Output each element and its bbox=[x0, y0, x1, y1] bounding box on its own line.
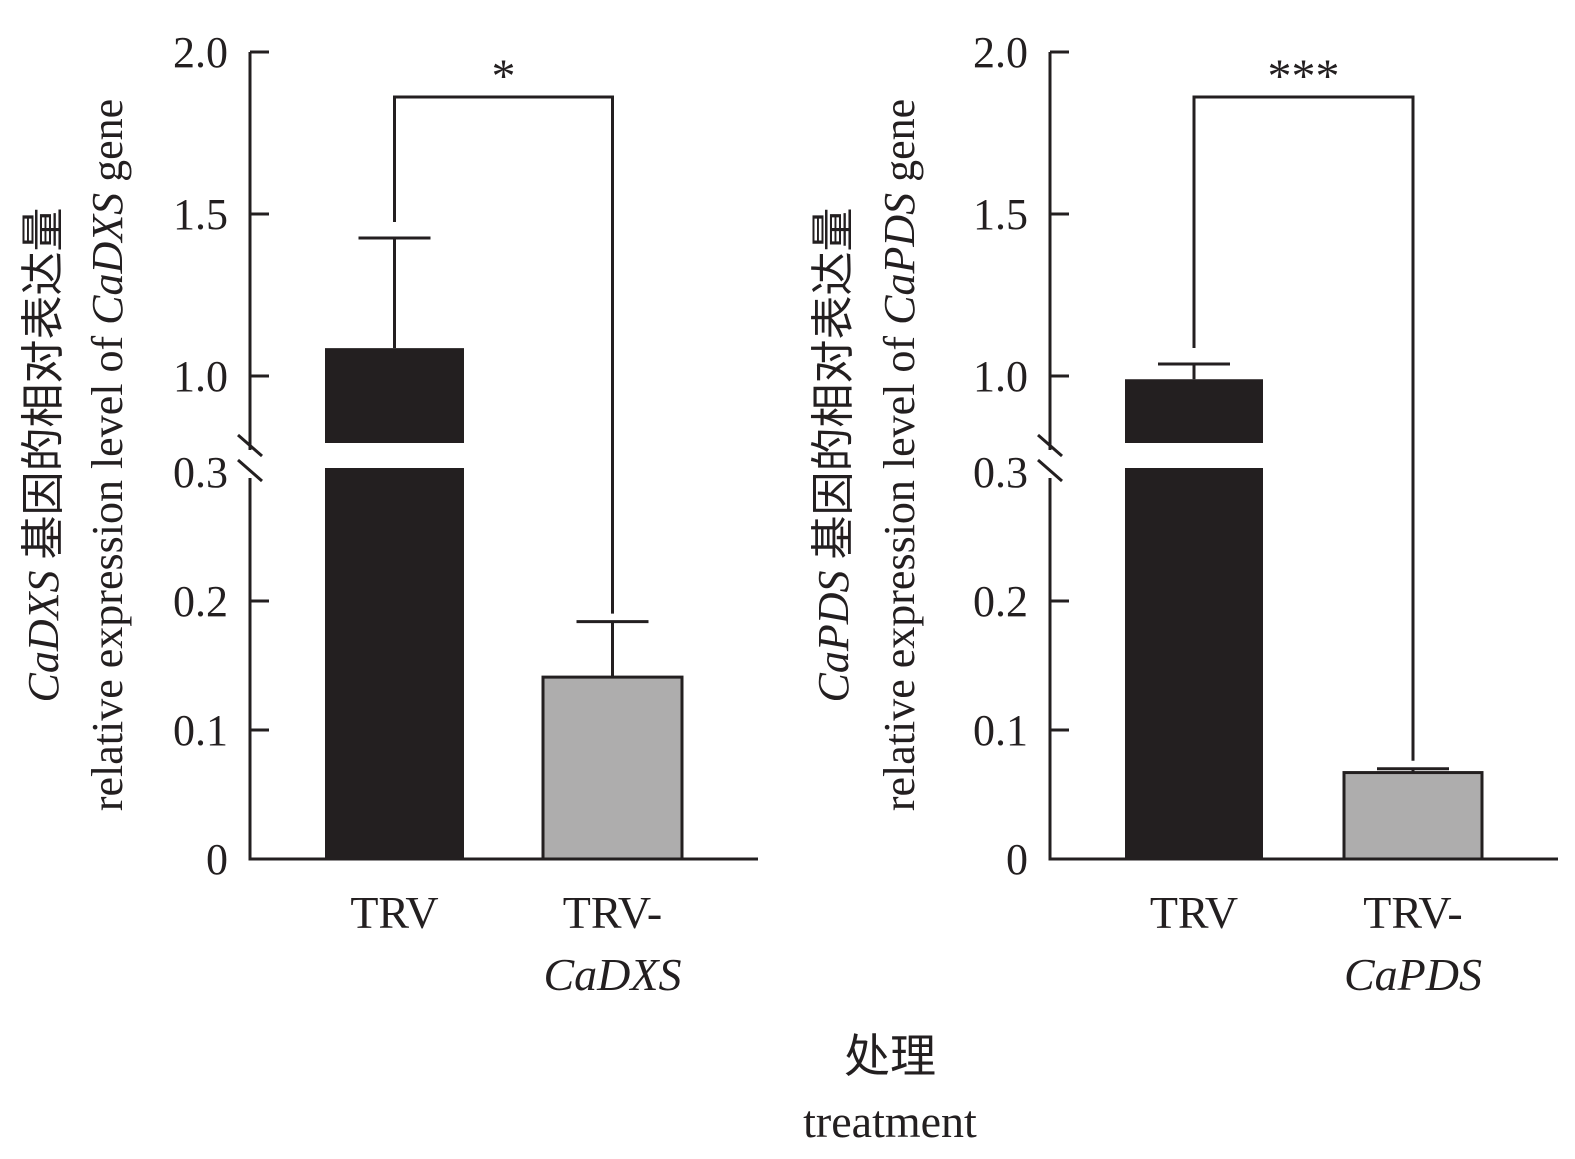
x-tick-label: TRV bbox=[350, 887, 438, 938]
x-tick-label: TRV- bbox=[1363, 887, 1462, 938]
y-tick-label: 1.0 bbox=[973, 352, 1028, 401]
y-tick-label: 0.3 bbox=[173, 448, 228, 497]
bar bbox=[541, 675, 684, 861]
axis-break-mark bbox=[237, 458, 263, 483]
gene-name: CaPDS bbox=[809, 571, 858, 703]
x-tick-label: TRV- bbox=[563, 887, 662, 938]
y-tick-label: 0.1 bbox=[973, 706, 1028, 755]
bar-upper bbox=[1125, 379, 1263, 443]
y-tick-label: 1.0 bbox=[173, 352, 228, 401]
significance-bracket bbox=[1192, 95, 1415, 761]
gene-name: CaDXS bbox=[19, 571, 68, 703]
significance-bracket bbox=[393, 95, 614, 614]
y-axis-label-cn: CaPDS 基因的相对表达量 bbox=[809, 208, 858, 703]
y-tick-label: 0.1 bbox=[173, 706, 228, 755]
label-text: gene bbox=[875, 99, 924, 193]
axis-break-mark bbox=[1037, 458, 1063, 483]
label-text: gene bbox=[83, 99, 132, 193]
panel-cadxs: 0 0.1 0.2 0.3 1.0 1.5 2.0 TRV TRV- CaDXS * CaDXS 基因… bbox=[19, 28, 758, 1000]
significance-marker: *** bbox=[1268, 50, 1340, 103]
y-tick-label: 0.2 bbox=[173, 577, 228, 626]
y-tick-label: 0 bbox=[1006, 835, 1028, 884]
label-text: relative expression level of bbox=[83, 325, 132, 811]
y-tick-label: 2.0 bbox=[173, 28, 228, 77]
y-tick-label: 1.5 bbox=[973, 190, 1028, 239]
y-tick-label: 2.0 bbox=[973, 28, 1028, 77]
axis-break-mark bbox=[1037, 433, 1063, 458]
label-text: 基因的相对表达量 bbox=[809, 208, 858, 571]
bar-lower bbox=[325, 468, 464, 859]
y-tick-label: 0 bbox=[206, 835, 228, 884]
bar-upper bbox=[325, 348, 464, 443]
y-axis-label-en: relative expression level of CaPDS gene bbox=[875, 99, 924, 811]
y-axis-label-cn: CaDXS 基因的相对表达量 bbox=[19, 208, 68, 703]
y-tick-label: 1.5 bbox=[173, 190, 228, 239]
panel-capds: 0 0.1 0.2 0.3 1.0 1.5 2.0 TRV TRV- CaPDS *** CaPDS … bbox=[809, 28, 1558, 1000]
significance-marker: * bbox=[492, 50, 516, 103]
x-axis-label-cn: 处理 bbox=[844, 1031, 936, 1082]
y-axis-label-en: relative expression level of CaDXS gene bbox=[83, 99, 132, 811]
bar-lower bbox=[1125, 468, 1263, 859]
gene-name: CaDXS bbox=[83, 193, 132, 325]
bar bbox=[1342, 771, 1484, 861]
x-tick-label: TRV bbox=[1150, 887, 1238, 938]
x-axis-label-en: treatment bbox=[803, 1096, 977, 1147]
y-tick-label: 0.2 bbox=[973, 577, 1028, 626]
gene-name: CaPDS bbox=[875, 193, 924, 325]
axis-break-mark bbox=[237, 433, 263, 458]
label-text: relative expression level of bbox=[875, 325, 924, 811]
x-tick-label-italic: CaDXS bbox=[544, 949, 682, 1000]
label-text: 基因的相对表达量 bbox=[19, 208, 68, 571]
x-tick-label-italic: CaPDS bbox=[1344, 949, 1482, 1000]
y-tick-label: 0.3 bbox=[973, 448, 1028, 497]
